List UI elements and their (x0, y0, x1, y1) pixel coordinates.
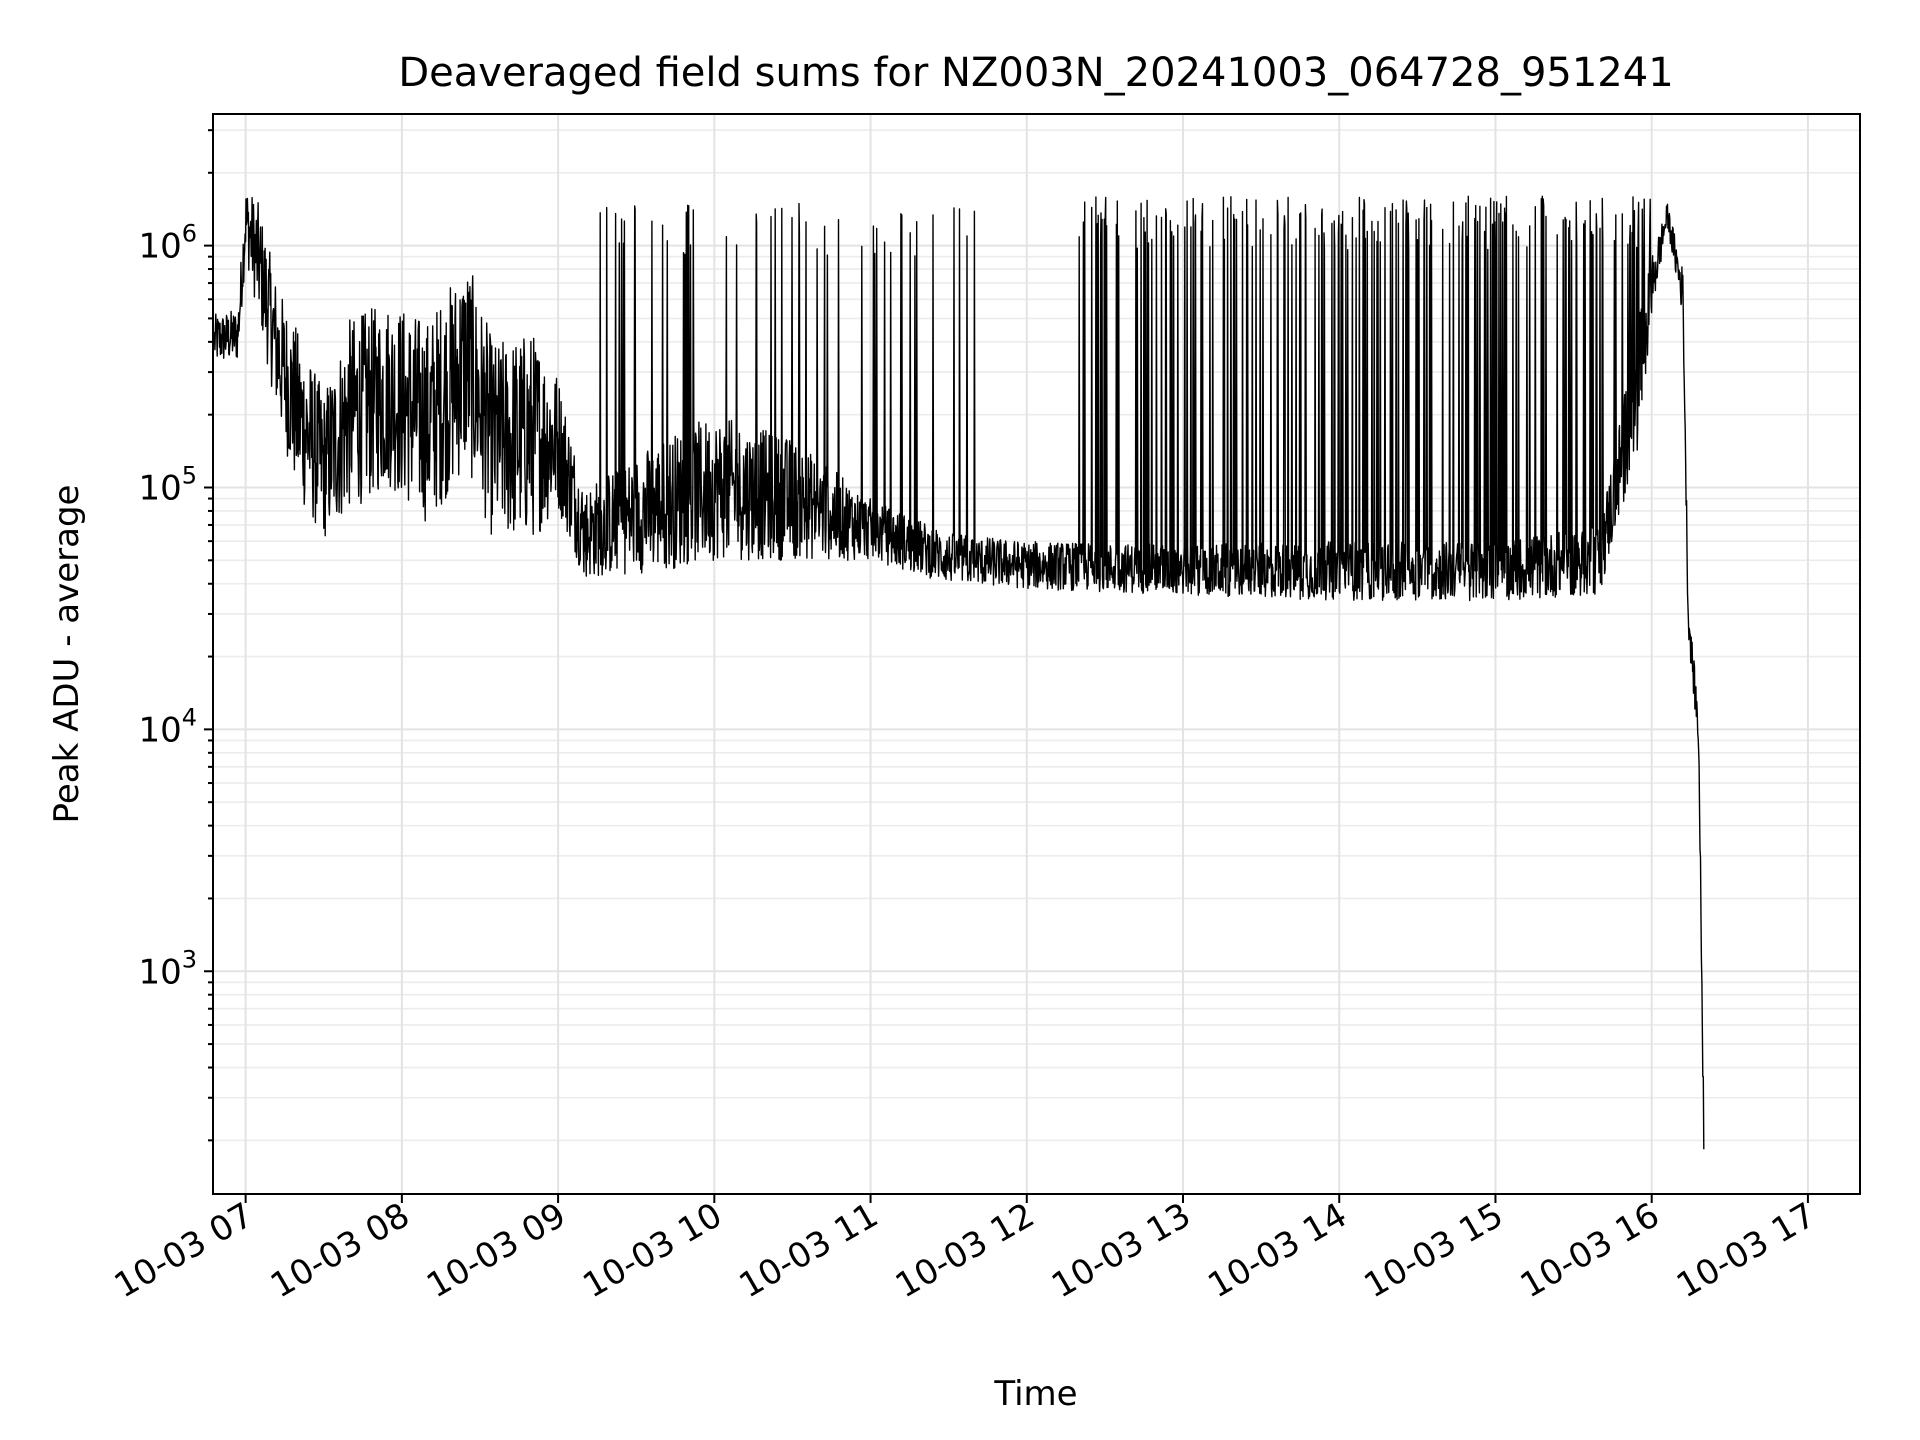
y-tick-exponent: 6 (182, 220, 197, 248)
y-tick-label: 105 (138, 461, 197, 508)
plot-frame (212, 113, 1861, 1195)
chart-title: Deaveraged field sums for NZ003N_2024100… (398, 50, 1673, 96)
y-tick-label: 104 (138, 703, 197, 750)
y-axis-label: Peak ADU - average (47, 485, 87, 824)
y-tick-base: 10 (138, 468, 181, 508)
x-tick-label: 10-03 09 (420, 1195, 572, 1306)
y-tick-label: 106 (138, 220, 197, 267)
y-tick-base: 10 (138, 227, 181, 267)
series-line (213, 195, 1705, 1150)
x-tick-label: 10-03 15 (1358, 1195, 1510, 1306)
x-tick-label: 10-03 12 (889, 1195, 1041, 1306)
x-tick-label: 10-03 13 (1045, 1195, 1197, 1306)
x-tick-label: 10-03 08 (264, 1195, 416, 1306)
y-tick-exponent: 5 (182, 461, 197, 489)
x-tick-label: 10-03 11 (733, 1195, 885, 1306)
x-tick-label: 10-03 16 (1514, 1195, 1666, 1306)
y-tick-base: 10 (138, 952, 181, 992)
y-tick-label: 103 (138, 945, 197, 992)
x-tick-label: 10-03 07 (108, 1195, 260, 1306)
x-tick-label: 10-03 17 (1670, 1195, 1822, 1306)
y-tick-exponent: 4 (182, 703, 197, 731)
x-axis-label: Time (993, 1374, 1077, 1414)
grid (213, 114, 1860, 1194)
x-tick-label: 10-03 10 (576, 1195, 728, 1306)
y-tick-base: 10 (138, 710, 181, 750)
y-tick-exponent: 3 (182, 945, 197, 973)
series-area (213, 195, 1705, 1150)
x-tick-label: 10-03 14 (1201, 1195, 1353, 1306)
